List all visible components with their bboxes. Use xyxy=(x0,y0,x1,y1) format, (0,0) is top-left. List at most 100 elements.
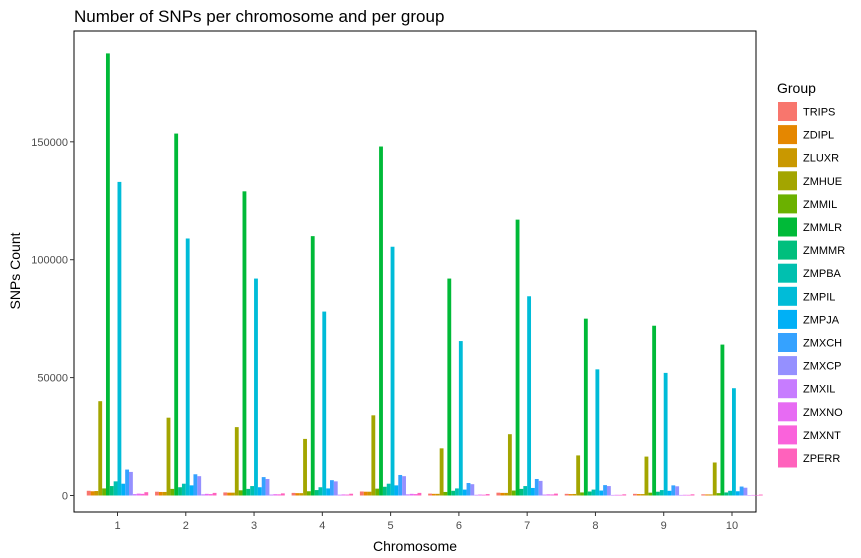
bar-zmxch-chr7 xyxy=(534,478,539,496)
bar-zmmlr-chr5 xyxy=(379,146,383,496)
legend-key-trips xyxy=(778,102,797,121)
bar-zmmil-chr6 xyxy=(443,491,448,496)
bar-zmxnt-chr1 xyxy=(140,493,145,496)
bar-zmmmr-chr7 xyxy=(519,488,524,496)
bar-zmxch-chr2 xyxy=(193,474,198,496)
bar-zmxcp-chr3 xyxy=(265,478,270,496)
bar-zmxcp-chr7 xyxy=(538,480,543,496)
bar-zmpil-chr5 xyxy=(390,246,395,496)
legend-label-zdipl: ZDIPL xyxy=(803,130,834,142)
bar-zmpja-chr9 xyxy=(667,490,672,496)
bar-zmxcp-chr9 xyxy=(675,486,680,496)
bar-zmxno-chr10 xyxy=(751,494,756,496)
bar-zmxcp-chr8 xyxy=(606,486,611,496)
legend-key-zmpja xyxy=(778,309,797,329)
y-axis: 0 50000 100000 150000 xyxy=(31,137,74,502)
y-tick-label: 50000 xyxy=(37,373,68,385)
bar-zmpil-chr3 xyxy=(254,278,258,496)
bar-zmxnt-chr2 xyxy=(208,494,213,496)
legend-label-trips: TRIPS xyxy=(803,107,835,119)
bar-zperr-chr6 xyxy=(485,494,490,496)
bar-zperr-chr10 xyxy=(758,494,763,496)
bar-zmxch-chr10 xyxy=(739,486,744,496)
bar-zmmmr-chr5 xyxy=(382,486,387,496)
bar-zperr-chr2 xyxy=(212,492,217,496)
bar-zmpba-chr2 xyxy=(181,483,186,496)
bar-zmmlr-chr10 xyxy=(720,344,725,496)
legend-label-zmhue: ZMHUE xyxy=(803,176,842,188)
bar-zperr-chr8 xyxy=(622,494,627,496)
bar-trips-chr5 xyxy=(359,491,364,496)
legend-label-zmxil: ZMXIL xyxy=(803,384,835,396)
bar-zmmmr-chr10 xyxy=(724,492,729,496)
legend-key-zdipl xyxy=(778,125,797,145)
bar-zmhue-chr4 xyxy=(303,438,307,496)
bar-zmxno-chr4 xyxy=(341,494,346,496)
bar-zmmmr-chr6 xyxy=(451,490,456,496)
bar-zmxnt-chr4 xyxy=(345,494,350,496)
bar-zmxno-chr9 xyxy=(682,494,687,496)
bar-zmmlr-chr3 xyxy=(242,191,247,496)
bar-zmpil-chr6 xyxy=(458,341,463,496)
bar-zluxr-chr6 xyxy=(435,493,440,496)
bar-zmxnt-chr5 xyxy=(413,494,418,496)
bar-zmxch-chr4 xyxy=(330,480,334,496)
bar-zmxil-chr4 xyxy=(337,494,342,496)
bar-zdipl-chr6 xyxy=(432,493,436,496)
bar-trips-chr1 xyxy=(86,490,91,496)
legend-label-zmpba: ZMPBA xyxy=(803,268,842,280)
bar-zdipl-chr10 xyxy=(705,494,709,496)
bar-zmxil-chr2 xyxy=(201,494,205,496)
bar-zdipl-chr1 xyxy=(90,491,95,496)
bar-zmxch-chr9 xyxy=(671,485,676,496)
bar-zmmmr-chr3 xyxy=(246,488,251,496)
bar-zmmil-chr10 xyxy=(716,493,721,496)
y-axis-title: SNPs Count xyxy=(7,232,23,309)
legend-label-zmpil: ZMPIL xyxy=(803,291,835,303)
bar-zmxnt-chr10 xyxy=(755,494,759,496)
bar-zmmlr-chr6 xyxy=(447,278,452,496)
bar-zluxr-chr2 xyxy=(162,491,167,496)
legend-key-zmmmr xyxy=(778,240,797,260)
bar-zmmil-chr3 xyxy=(238,490,243,496)
bar-zluxr-chr8 xyxy=(572,493,577,496)
bar-zmpja-chr1 xyxy=(121,483,126,496)
chart-title: Number of SNPs per chromosome and per gr… xyxy=(74,7,444,26)
legend-key-zluxr xyxy=(778,148,797,168)
legend-key-zmxno xyxy=(778,402,797,422)
bar-trips-chr7 xyxy=(496,492,501,496)
bar-zmmmr-chr8 xyxy=(587,491,592,496)
bar-zmpja-chr5 xyxy=(394,485,399,496)
bar-zdipl-chr7 xyxy=(500,492,505,496)
bar-zluxr-chr1 xyxy=(94,491,99,496)
legend-key-zmmlr xyxy=(778,217,797,237)
legend-key-zmxnt xyxy=(778,425,797,445)
bar-zperr-chr9 xyxy=(690,494,695,496)
bar-zmxil-chr3 xyxy=(269,494,274,496)
bar-zmpil-chr4 xyxy=(322,311,327,496)
bar-zdipl-chr2 xyxy=(158,491,163,496)
bar-zmmlr-chr2 xyxy=(174,133,179,496)
bar-zmhue-chr7 xyxy=(507,434,512,496)
legend: TRIPS ZDIPL ZLUXR ZMHUE ZMMIL ZMMLR ZMMMR ZMPBA… xyxy=(778,102,845,468)
bar-zmhue-chr6 xyxy=(439,448,444,496)
bar-zmpja-chr2 xyxy=(189,485,194,496)
bar-zmmil-chr5 xyxy=(375,488,380,496)
legend-label-zperr: ZPERR xyxy=(803,453,840,465)
bar-trips-chr6 xyxy=(428,493,432,496)
legend-key-zmxil xyxy=(778,379,797,399)
bar-zmxnt-chr8 xyxy=(618,494,623,496)
legend-key-zmhue xyxy=(778,171,797,191)
bar-zmmlr-chr9 xyxy=(652,325,657,496)
bar-zmpja-chr8 xyxy=(599,490,604,496)
bar-zperr-chr4 xyxy=(349,493,354,496)
bar-zmhue-chr9 xyxy=(644,456,649,496)
bar-zluxr-chr4 xyxy=(299,493,304,496)
bar-zmhue-chr2 xyxy=(166,417,171,496)
x-tick-label: 9 xyxy=(661,520,667,532)
legend-label-zmmil: ZMMIL xyxy=(803,199,837,211)
x-tick-label: 3 xyxy=(251,520,257,532)
bar-trips-chr4 xyxy=(291,492,296,496)
bar-trips-chr9 xyxy=(633,493,637,496)
